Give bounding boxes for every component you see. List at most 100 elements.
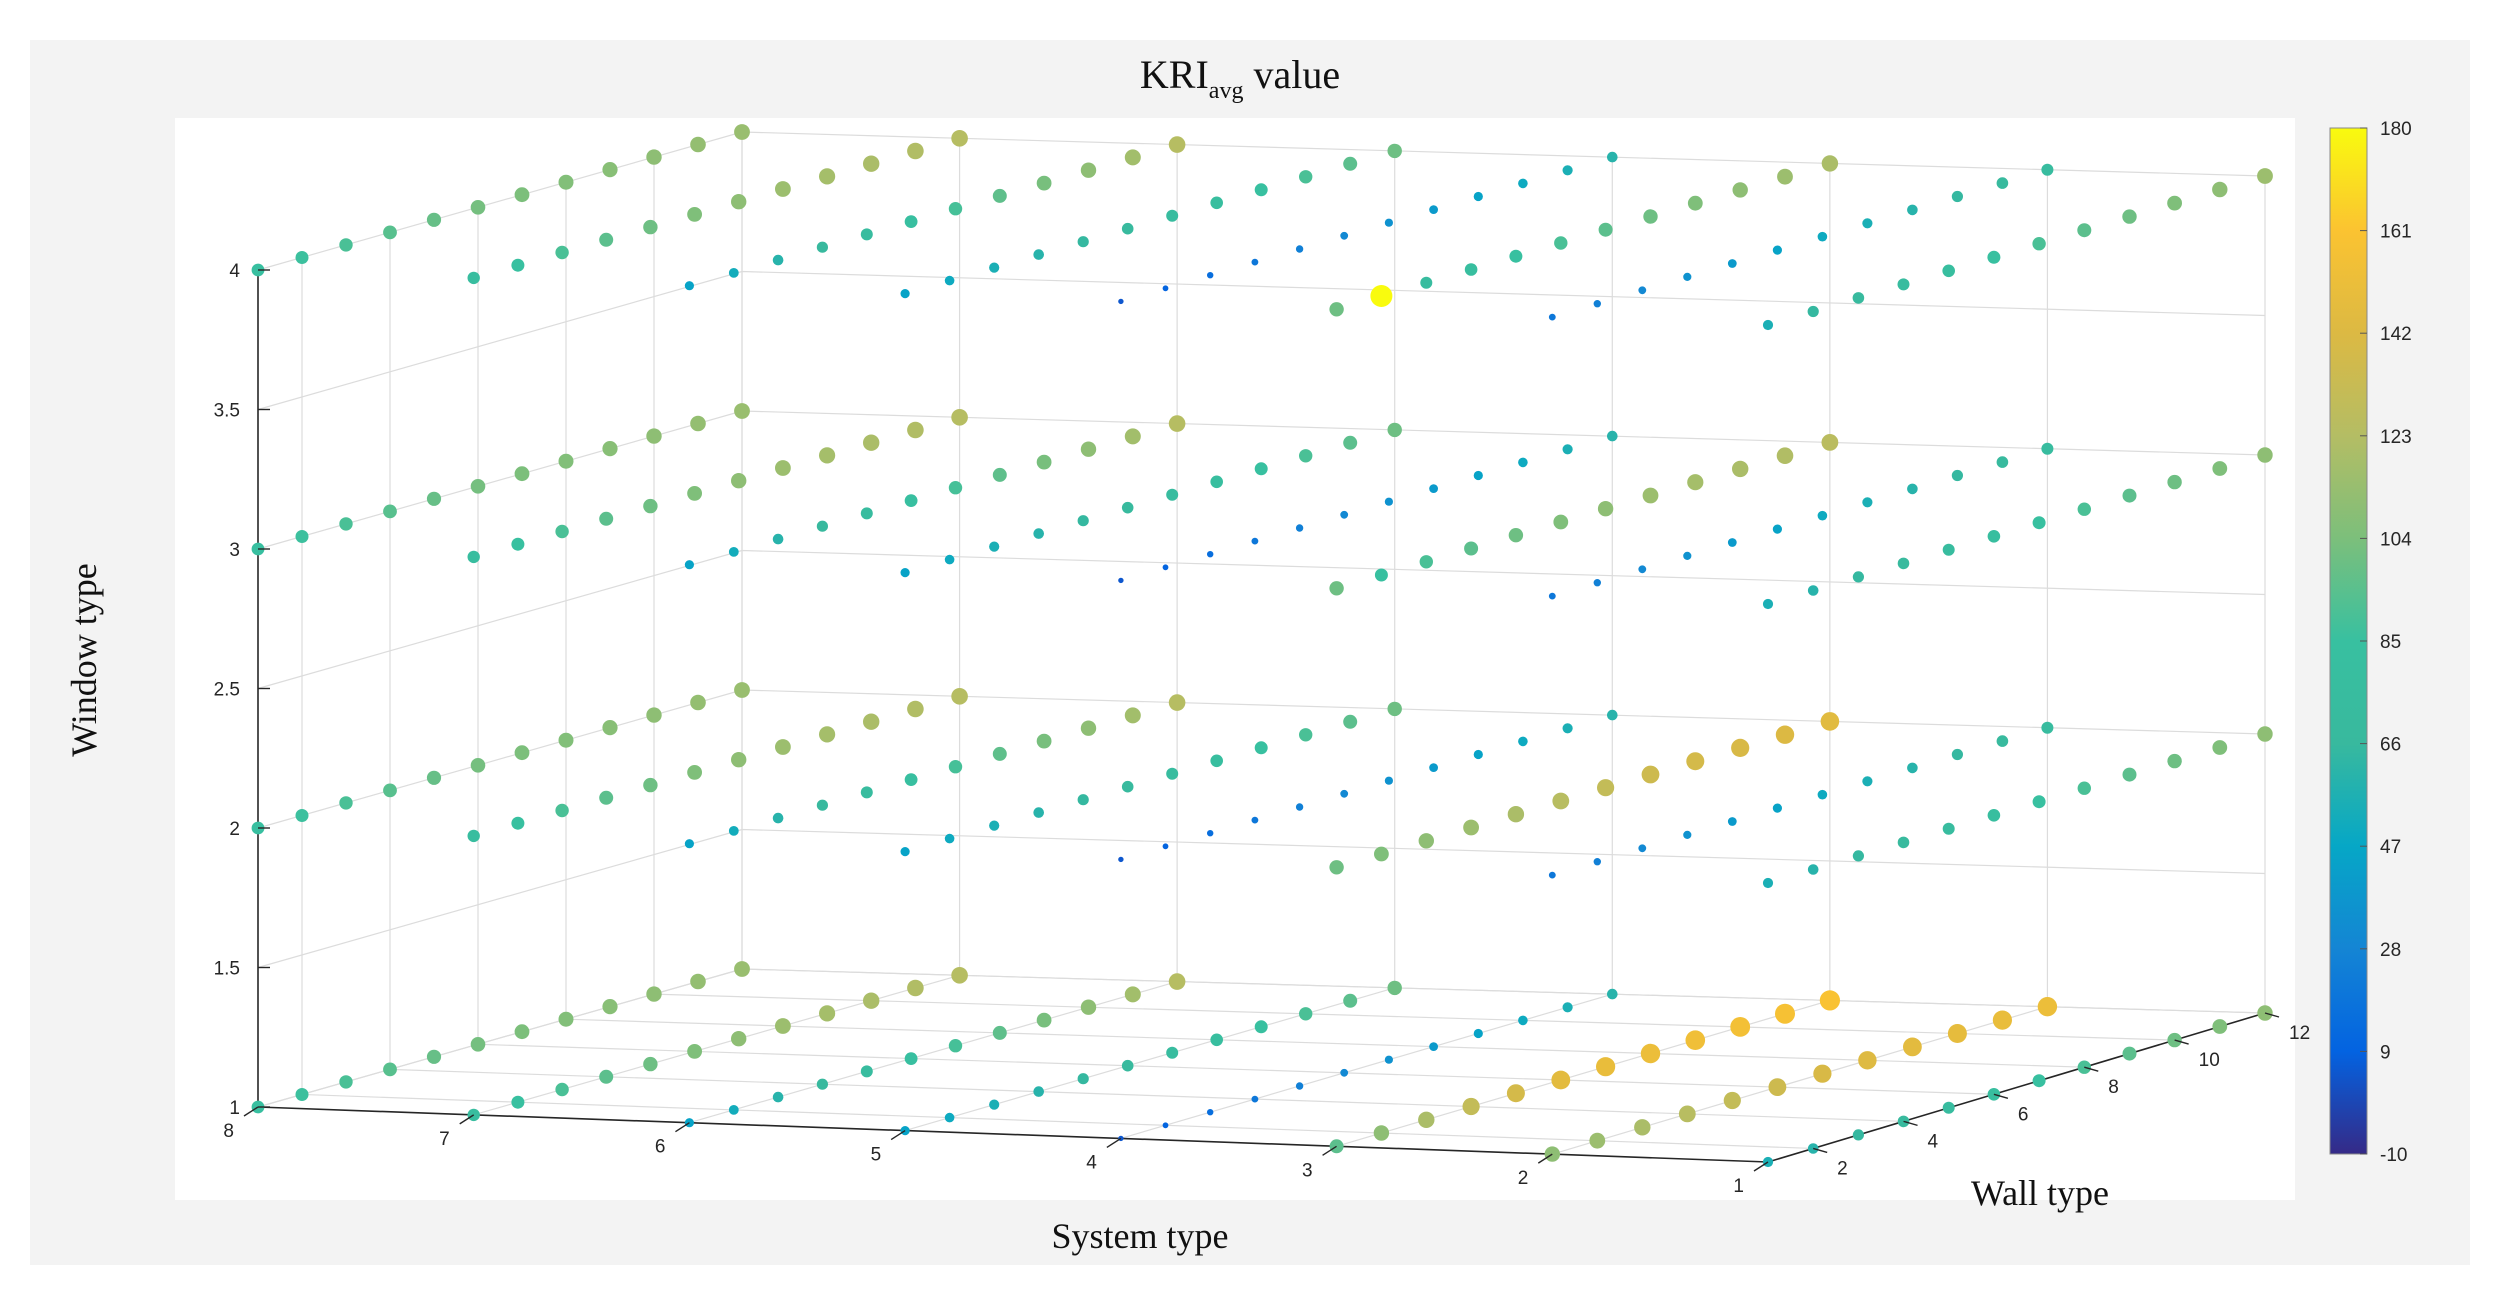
point-s6-w5-win2 [860,786,873,799]
point-s4-w4-win3 [1251,537,1259,545]
point-s7-w8-win2 [775,739,791,755]
point-s7-w11-win4 [907,142,924,160]
point-s4-w3-win1 [1207,1109,1214,1116]
point-s5-w12-win3 [1387,422,1402,438]
z-tick-label-0: 1 [229,1098,240,1119]
point-s5-w5-win2 [1077,794,1089,806]
point-s3-w4-win1 [1462,1097,1480,1116]
grid-line-wall-floor-0 [301,1093,1814,1150]
point-s5-w9-win3 [1254,462,1268,476]
point-s2-w12-win3 [2041,442,2054,455]
point-s7-w11-win3 [907,421,924,439]
point-s5-w9-win4 [1254,183,1268,197]
point-s2-w6-win4 [1772,245,1782,255]
x-tick-mark-6 [459,1114,475,1125]
point-s8-w10-win2 [646,707,662,723]
point-s3-w12-win4 [1821,155,1839,172]
point-s4-w11-win1 [1562,1002,1573,1013]
point-s7-w1-win3 [467,550,480,564]
point-s3-w5-win2 [1507,806,1525,823]
axes-background [175,118,2295,1200]
point-s8-w9-win2 [602,720,618,736]
point-s8-w3-win3 [339,517,353,531]
grid-line-system-floor-5 [904,987,1395,1132]
point-s8-w5-win4 [426,212,442,227]
point-s5-w9-win1 [1254,1020,1268,1034]
point-s8-w10-win1 [646,986,662,1002]
point-s7-w12-win2 [951,688,968,705]
point-s3-w8-win4 [1643,209,1658,224]
point-s2-w10-win3 [1951,469,1963,482]
point-s5-w1-win3 [900,568,910,578]
point-s2-w3-win4 [1638,286,1647,295]
point-s6-w1-win2 [684,839,695,849]
point-s8-w12-win2 [734,682,750,698]
point-s2-w6-win1 [1768,1078,1787,1096]
point-s1-w11-win3 [2212,461,2228,476]
point-s5-w1-win2 [900,847,910,857]
point-s3-w10-win4 [1732,182,1748,198]
point-s6-w10-win2 [1080,720,1097,736]
point-s7-w10-win4 [863,155,880,172]
point-s8-w2-win1 [295,1088,309,1101]
point-s5-w5-win4 [1077,236,1089,248]
point-s2-w6-win2 [1772,803,1782,813]
point-s5-w10-win4 [1299,170,1313,184]
colorbar-tick-label-2: 142 [2380,324,2412,345]
point-s2-w2-win4 [1593,300,1602,308]
point-s6-w9-win4 [1036,175,1052,191]
point-s5-w12-win2 [1387,701,1402,717]
point-s1-w11-win1 [2212,1019,2228,1034]
point-s5-w4-win4 [1033,249,1044,260]
point-s1-w7-win4 [2032,237,2046,251]
point-s5-w10-win2 [1299,728,1313,742]
point-s6-w8-win1 [992,1025,1007,1040]
point-s6-w1-win4 [684,281,695,291]
point-s3-w10-win1 [1730,1017,1751,1037]
point-s7-w6-win1 [687,1044,702,1059]
point-s6-w11-win4 [1124,149,1141,166]
point-s8-w12-win4 [734,124,750,140]
point-s1-w2-win4 [1807,305,1819,318]
point-s7-w6-win4 [687,207,702,222]
point-s3-w7-win3 [1597,501,1614,517]
point-s1-w5-win2 [1942,822,1955,835]
x-tick-label-6: 7 [439,1129,450,1150]
point-s5-w4-win3 [1033,528,1044,539]
point-s4-w5-win4 [1295,245,1304,253]
point-s6-w10-win1 [1080,999,1097,1015]
point-s3-w3-win2 [1418,833,1435,849]
point-s2-w1-win4 [1548,313,1556,321]
point-s6-w3-win4 [772,254,784,266]
point-s4-w8-win4 [1429,205,1438,215]
point-s6-w7-win2 [948,760,963,774]
point-s8-w8-win4 [558,174,574,190]
point-s8-w12-win1 [734,961,750,977]
point-s7-w9-win2 [819,726,836,743]
point-s1-w10-win3 [2167,474,2182,490]
point-s4-w6-win4 [1340,231,1349,240]
chart-title: KRIavg value [1140,52,1340,104]
point-s8-w3-win1 [339,1075,353,1089]
point-s1-w4-win1 [1897,1115,1910,1128]
point-s2-w4-win2 [1683,830,1692,840]
point-s8-w8-win2 [558,732,574,748]
point-s3-w6-win3 [1553,514,1569,530]
x-tick-label-0: 1 [1733,1176,1744,1197]
point-s8-w5-win3 [426,491,442,506]
point-s4-w6-win3 [1340,510,1349,519]
point-s3-w5-win1 [1506,1084,1525,1103]
point-s6-w9-win2 [1036,733,1052,749]
point-s8-w7-win1 [514,1024,530,1040]
point-s1-w9-win1 [2122,1046,2137,1061]
point-s4-w7-win2 [1384,776,1393,785]
y-tick-mark-4 [2174,1039,2189,1045]
point-s6-w12-win4 [1168,136,1186,153]
point-s2-w4-win4 [1683,272,1692,281]
point-s8-w4-win3 [383,504,397,519]
point-s2-w2-win2 [1593,858,1602,866]
point-s2-w8-win2 [1862,776,1873,787]
point-s5-w3-win1 [989,1099,1000,1110]
point-s4-w6-win1 [1340,1068,1349,1077]
